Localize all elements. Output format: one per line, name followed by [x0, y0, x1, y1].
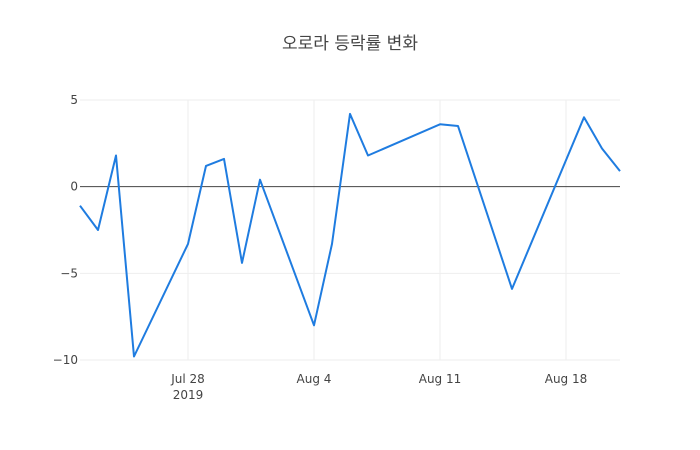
chart-title: 오로라 등락률 변화 [282, 34, 418, 54]
y-tick-label: 5 [70, 93, 78, 107]
series-line [79, 112, 621, 358]
x-tick-label: Aug 11 [419, 372, 462, 386]
x-tick-label: Aug 18 [545, 372, 588, 386]
y-tick-label: −5 [60, 266, 78, 280]
series-layer [79, 112, 621, 358]
x-tick-label: Jul 28 [170, 372, 205, 386]
x-tick-label: Aug 4 [297, 372, 332, 386]
y-tick-label: 0 [70, 180, 78, 194]
x-axis-ticks: Jul 28 2019 Aug 4 Aug 11 Aug 18 [170, 372, 587, 402]
y-axis-ticks: 5 0 −5 −10 [53, 93, 78, 367]
y-tick-label: −10 [53, 353, 78, 367]
x-tick-year-label: 2019 [173, 388, 204, 402]
grid-layer [80, 99, 620, 361]
